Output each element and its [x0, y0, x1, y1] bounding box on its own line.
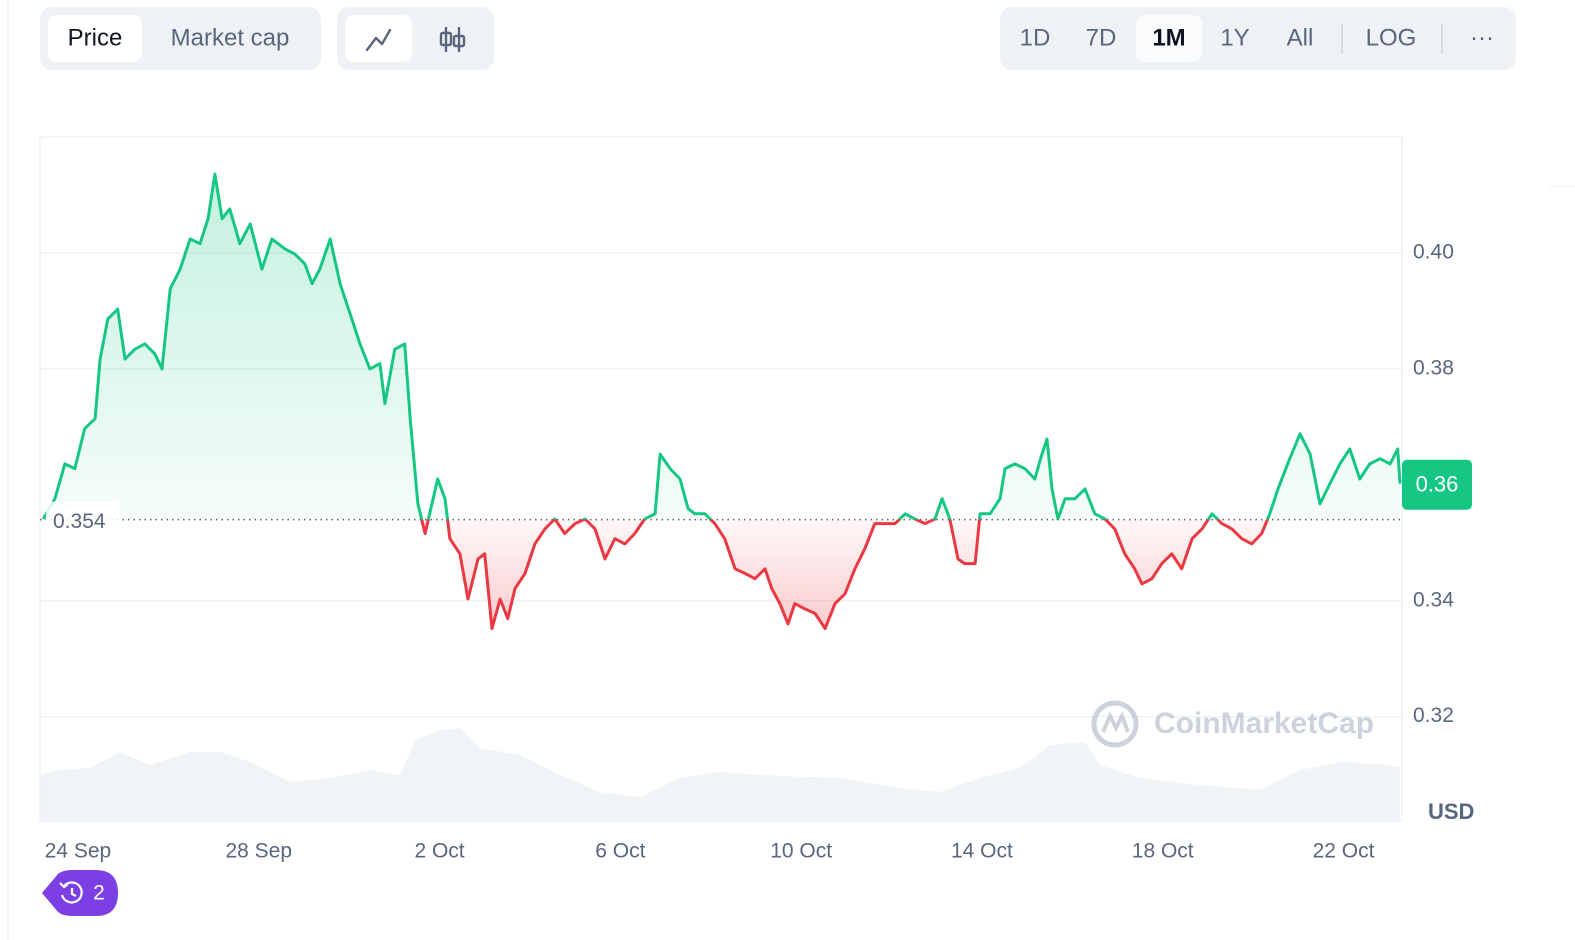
line-chart-button[interactable] [345, 15, 412, 62]
x-tick-label: 28 Sep [225, 840, 292, 863]
range-button[interactable]: 1D [1020, 24, 1051, 51]
x-tick-label: 18 Oct [1132, 840, 1194, 863]
history-icon [59, 881, 83, 904]
market-cap-button[interactable]: Market cap [171, 24, 290, 51]
badge-count: 2 [93, 882, 105, 905]
current-price-box [1402, 459, 1472, 510]
more-button[interactable]: ··· [1470, 24, 1494, 51]
price-line [41, 172, 1402, 631]
y-tick-label: 0.40 [1413, 240, 1454, 263]
x-tick-label: 2 Oct [414, 840, 464, 863]
history-badge[interactable] [42, 870, 118, 916]
current-price-label: 0.36 [1416, 472, 1459, 497]
x-tick-label: 14 Oct [951, 840, 1013, 863]
y-tick-label: 0.38 [1413, 356, 1454, 379]
unit-label: USD [1428, 799, 1474, 824]
range-button[interactable]: 7D [1086, 24, 1117, 51]
baseline-label: 0.354 [53, 510, 106, 533]
log-button[interactable]: LOG [1366, 24, 1417, 51]
x-tick-label: 10 Oct [770, 840, 832, 863]
range-toggle [1000, 7, 1516, 70]
range-button[interactable]: All [1287, 24, 1314, 51]
candle-icon[interactable] [439, 27, 466, 52]
active-range[interactable] [1136, 15, 1202, 62]
area-fill [43, 174, 1401, 629]
watermark: CoinMarketCap [1091, 700, 1374, 748]
price-label[interactable]: Price [68, 24, 123, 51]
volume-area [40, 728, 1400, 821]
y-tick-label: 0.32 [1413, 704, 1454, 727]
range-button[interactable]: 1M [1152, 24, 1185, 51]
price-button[interactable] [48, 15, 142, 62]
watermark-text: CoinMarketCap [1154, 707, 1374, 740]
x-tick-label: 22 Oct [1313, 840, 1375, 863]
baseline-label-bg [46, 501, 120, 538]
y-tick-label: 0.34 [1413, 588, 1454, 611]
x-tick-label: 24 Sep [45, 840, 112, 863]
line-icon [365, 28, 392, 52]
x-tick-label: 6 Oct [595, 840, 645, 863]
range-button[interactable]: 1Y [1220, 24, 1249, 51]
